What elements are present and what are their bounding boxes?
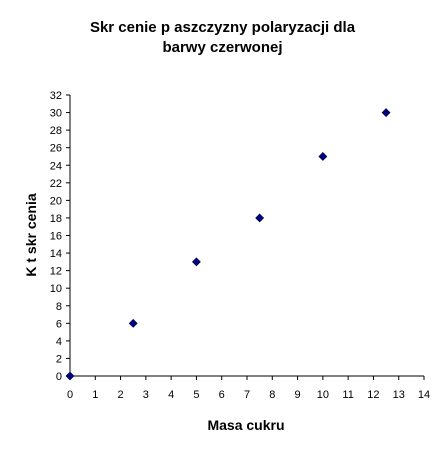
x-tick-label: 5	[193, 389, 199, 401]
y-tick-label: 0	[56, 371, 62, 383]
x-axis-ticks: 0 1 2 3 4 5 6 7 8 9 10 11 12 13 14	[67, 376, 430, 401]
chart-title-line-2: barwy czerwonej	[162, 39, 283, 56]
chart-title: Skr cenie p aszczyzny polaryzacji dla ba…	[0, 18, 445, 58]
data-point	[65, 371, 75, 381]
y-tick-label: 26	[50, 143, 62, 155]
y-tick-label: 16	[50, 231, 62, 243]
x-tick-label: 10	[317, 389, 329, 401]
y-tick-label: 20	[50, 195, 62, 207]
y-tick-label: 12	[50, 266, 62, 278]
y-tick-label: 32	[50, 90, 62, 102]
y-tick-label: 14	[50, 248, 62, 260]
x-tick-label: 2	[118, 389, 124, 401]
data-point	[381, 108, 391, 117]
x-tick-label: 7	[244, 389, 250, 401]
y-tick-label: 4	[56, 336, 62, 348]
y-tick-label: 28	[50, 125, 62, 137]
x-tick-label: 4	[168, 389, 174, 401]
x-tick-label: 3	[143, 389, 149, 401]
x-tick-label: 0	[67, 389, 73, 401]
data-points	[65, 108, 391, 381]
x-tick-label: 13	[393, 389, 405, 401]
y-tick-label: 22	[50, 178, 62, 190]
data-point	[318, 152, 328, 161]
data-point	[255, 213, 265, 223]
x-tick-label: 6	[219, 389, 225, 401]
y-tick-label: 30	[50, 108, 62, 120]
x-axis-title: Masa cukru	[207, 417, 284, 433]
y-tick-label: 18	[50, 213, 62, 225]
x-tick-label: 9	[295, 389, 301, 401]
y-tick-label: 8	[56, 301, 62, 313]
y-tick-label: 24	[50, 160, 62, 172]
y-tick-label: 10	[50, 283, 62, 295]
data-point	[192, 257, 201, 267]
y-axis-title: K t skr cenia	[23, 193, 39, 276]
x-tick-label: 11	[342, 389, 353, 401]
x-tick-label: 1	[92, 389, 98, 401]
x-tick-label: 14	[418, 389, 430, 401]
x-tick-label: 8	[269, 389, 275, 401]
y-tick-label: 6	[56, 318, 62, 330]
chart-title-line-1: Skr cenie p aszczyzny polaryzacji dla	[89, 19, 356, 36]
x-tick-label: 12	[367, 389, 379, 401]
y-tick-label: 2	[56, 353, 62, 365]
data-point	[128, 318, 138, 328]
